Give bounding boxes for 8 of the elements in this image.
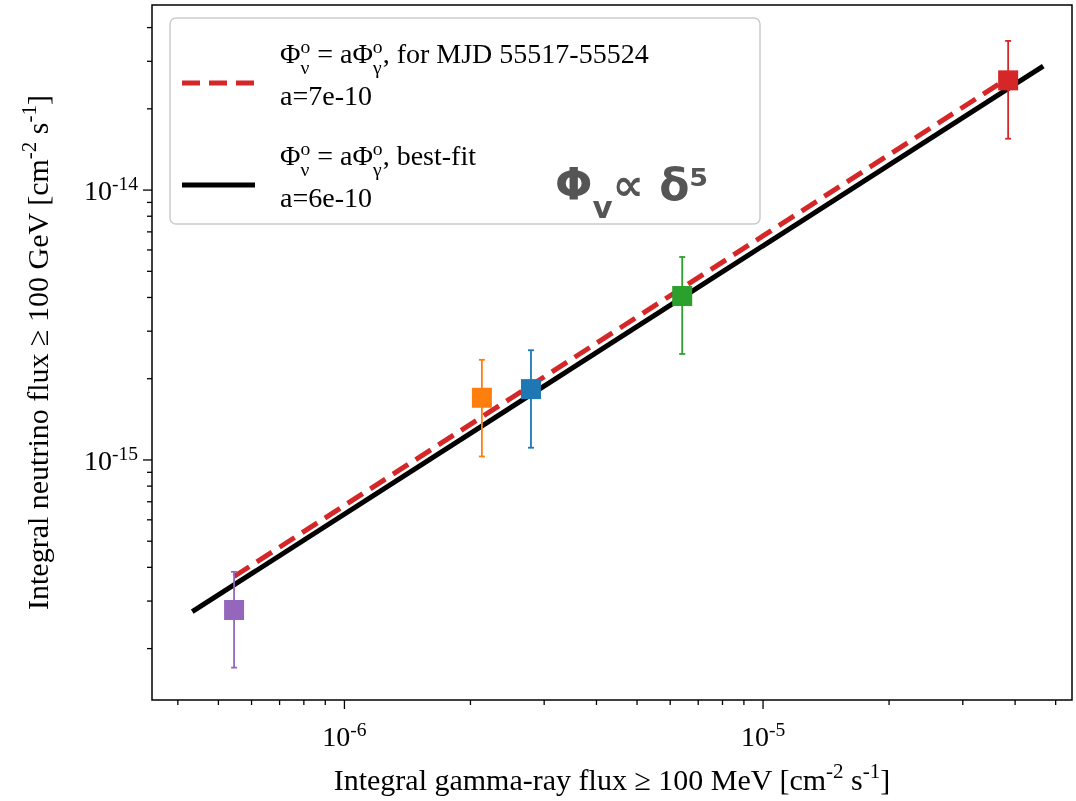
x-tick-label: 10$^{-5}$ [740, 718, 786, 752]
legend-label: Φ$_{ν}$$^{o}$ = aΦ$_{γ}$$^{o}$, best-fit a=6e-10 [280, 137, 477, 213]
legend-label: Φ$_{ν}$$^{o}$ = aΦ$_{γ}$$^{o}$, for MJD 55517-55524 a=7e-10 [280, 35, 649, 111]
annotation: Φ$_{v}$∝ δ⁵ [555, 159, 709, 225]
x-axis-title: Integral gamma-ray flux ≥ 100 MeV [cm$^{-2}$ s$^{-1}$] [333, 759, 891, 796]
x-tick-label: 10$^{-6}$ [322, 718, 367, 752]
y-tick-label: 10$^{-15}$ [83, 442, 139, 476]
y-tick-label: 10$^{-14}$ [83, 172, 139, 207]
